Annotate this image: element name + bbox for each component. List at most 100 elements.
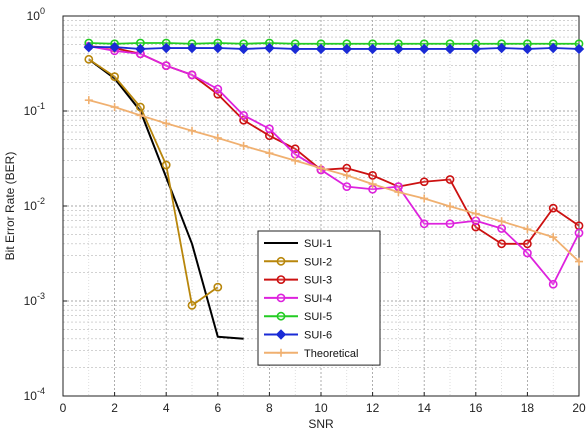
- x-tick-label: 14: [418, 401, 432, 415]
- data-point: [188, 126, 196, 135]
- legend-swatch-marker: [275, 329, 287, 340]
- series-line: [88, 58, 219, 307]
- x-axis-title: SNR: [308, 417, 334, 431]
- data-point: [523, 248, 532, 258]
- data-point: [446, 202, 454, 211]
- data-point: [523, 239, 532, 249]
- y-tick-label: 10-1: [24, 101, 45, 118]
- x-tick-label: 8: [266, 401, 273, 415]
- data-point: [471, 209, 480, 218]
- data-point: [187, 70, 197, 80]
- data-point: [368, 170, 377, 180]
- x-tick-label: 16: [469, 401, 483, 415]
- x-tick-label: 12: [366, 401, 380, 415]
- legend-label: SUI-1: [304, 238, 332, 250]
- data-point: [420, 194, 429, 203]
- series-sui-6: [83, 41, 585, 55]
- legend-swatch-marker: [276, 311, 286, 321]
- x-tick-label: 6: [214, 401, 221, 415]
- legend-item: SUI-3: [264, 275, 332, 287]
- data-point: [109, 41, 120, 53]
- y-axis-title: Bit Error Rate (BER): [3, 152, 17, 261]
- data-point: [341, 43, 353, 55]
- data-point: [161, 61, 171, 71]
- data-point: [110, 103, 119, 112]
- series-lines: [83, 38, 585, 340]
- legend-swatch-marker: [276, 275, 286, 284]
- data-point: [419, 219, 429, 229]
- data-point: [212, 42, 224, 54]
- data-point: [213, 133, 222, 142]
- legend-item: SUI-2: [264, 256, 332, 268]
- data-point: [264, 124, 274, 134]
- data-point: [291, 156, 300, 165]
- data-point: [213, 84, 223, 94]
- data-point: [317, 164, 325, 173]
- y-tick-label: 10-2: [24, 196, 45, 213]
- data-point: [187, 300, 197, 310]
- data-point: [238, 43, 249, 55]
- data-point: [522, 43, 533, 55]
- series-theoretical: [84, 96, 583, 266]
- data-point: [367, 43, 378, 55]
- series-sui-1: [88, 58, 244, 340]
- x-tick-label: 0: [60, 401, 67, 415]
- data-point: [160, 42, 172, 54]
- legend-item: SUI-4: [264, 293, 332, 305]
- legend-label: SUI-4: [304, 293, 332, 305]
- data-point: [549, 233, 558, 242]
- legend-item: SUI-6: [264, 329, 332, 342]
- data-point: [239, 110, 248, 120]
- legend-item: SUI-5: [264, 311, 332, 323]
- y-tick-label: 100: [27, 6, 45, 23]
- x-tick-label: 20: [572, 401, 586, 415]
- legend-swatch-marker: [276, 293, 286, 303]
- x-tick-label: 2: [111, 401, 118, 415]
- x-tick-label: 10: [314, 401, 328, 415]
- series-line: [88, 99, 580, 263]
- series-sui-3: [84, 41, 584, 249]
- legend: SUI-1 SUI-2 SUI-3 SUI-4 SUI-5 SUI-6 Theoretica…: [257, 230, 381, 366]
- data-point: [444, 43, 456, 55]
- data-point: [84, 54, 94, 64]
- data-point: [445, 219, 455, 229]
- data-point: [342, 182, 352, 192]
- data-point: [394, 188, 403, 197]
- data-point: [368, 180, 377, 189]
- data-point: [239, 141, 248, 150]
- data-point: [497, 239, 506, 249]
- data-point: [213, 282, 223, 292]
- legend-label: SUI-3: [304, 275, 332, 287]
- data-point: [523, 225, 532, 234]
- data-point: [575, 257, 583, 266]
- data-point: [161, 160, 171, 170]
- data-point: [342, 171, 351, 180]
- legend-swatch-marker: [277, 348, 285, 357]
- data-point: [136, 111, 145, 120]
- data-point: [548, 279, 558, 289]
- data-point: [574, 221, 584, 231]
- data-point: [497, 224, 506, 233]
- data-point: [574, 228, 584, 238]
- data-point: [162, 119, 171, 128]
- data-point: [470, 43, 482, 55]
- x-tick-label: 4: [163, 401, 170, 415]
- data-point: [135, 43, 146, 55]
- series-sui-5: [84, 38, 584, 49]
- legend-item: Theoretical: [264, 348, 358, 360]
- data-point: [547, 42, 559, 54]
- data-point: [573, 43, 585, 55]
- data-point: [186, 42, 198, 54]
- data-point: [135, 102, 145, 112]
- data-point: [548, 203, 558, 213]
- data-point: [315, 43, 327, 55]
- data-point: [342, 163, 352, 173]
- legend-label: SUI-6: [304, 330, 332, 342]
- data-point: [471, 216, 481, 226]
- data-point: [393, 43, 404, 55]
- y-tick-label: 10-4: [24, 386, 45, 403]
- data-point: [289, 43, 301, 55]
- series-sui-2: [84, 54, 223, 310]
